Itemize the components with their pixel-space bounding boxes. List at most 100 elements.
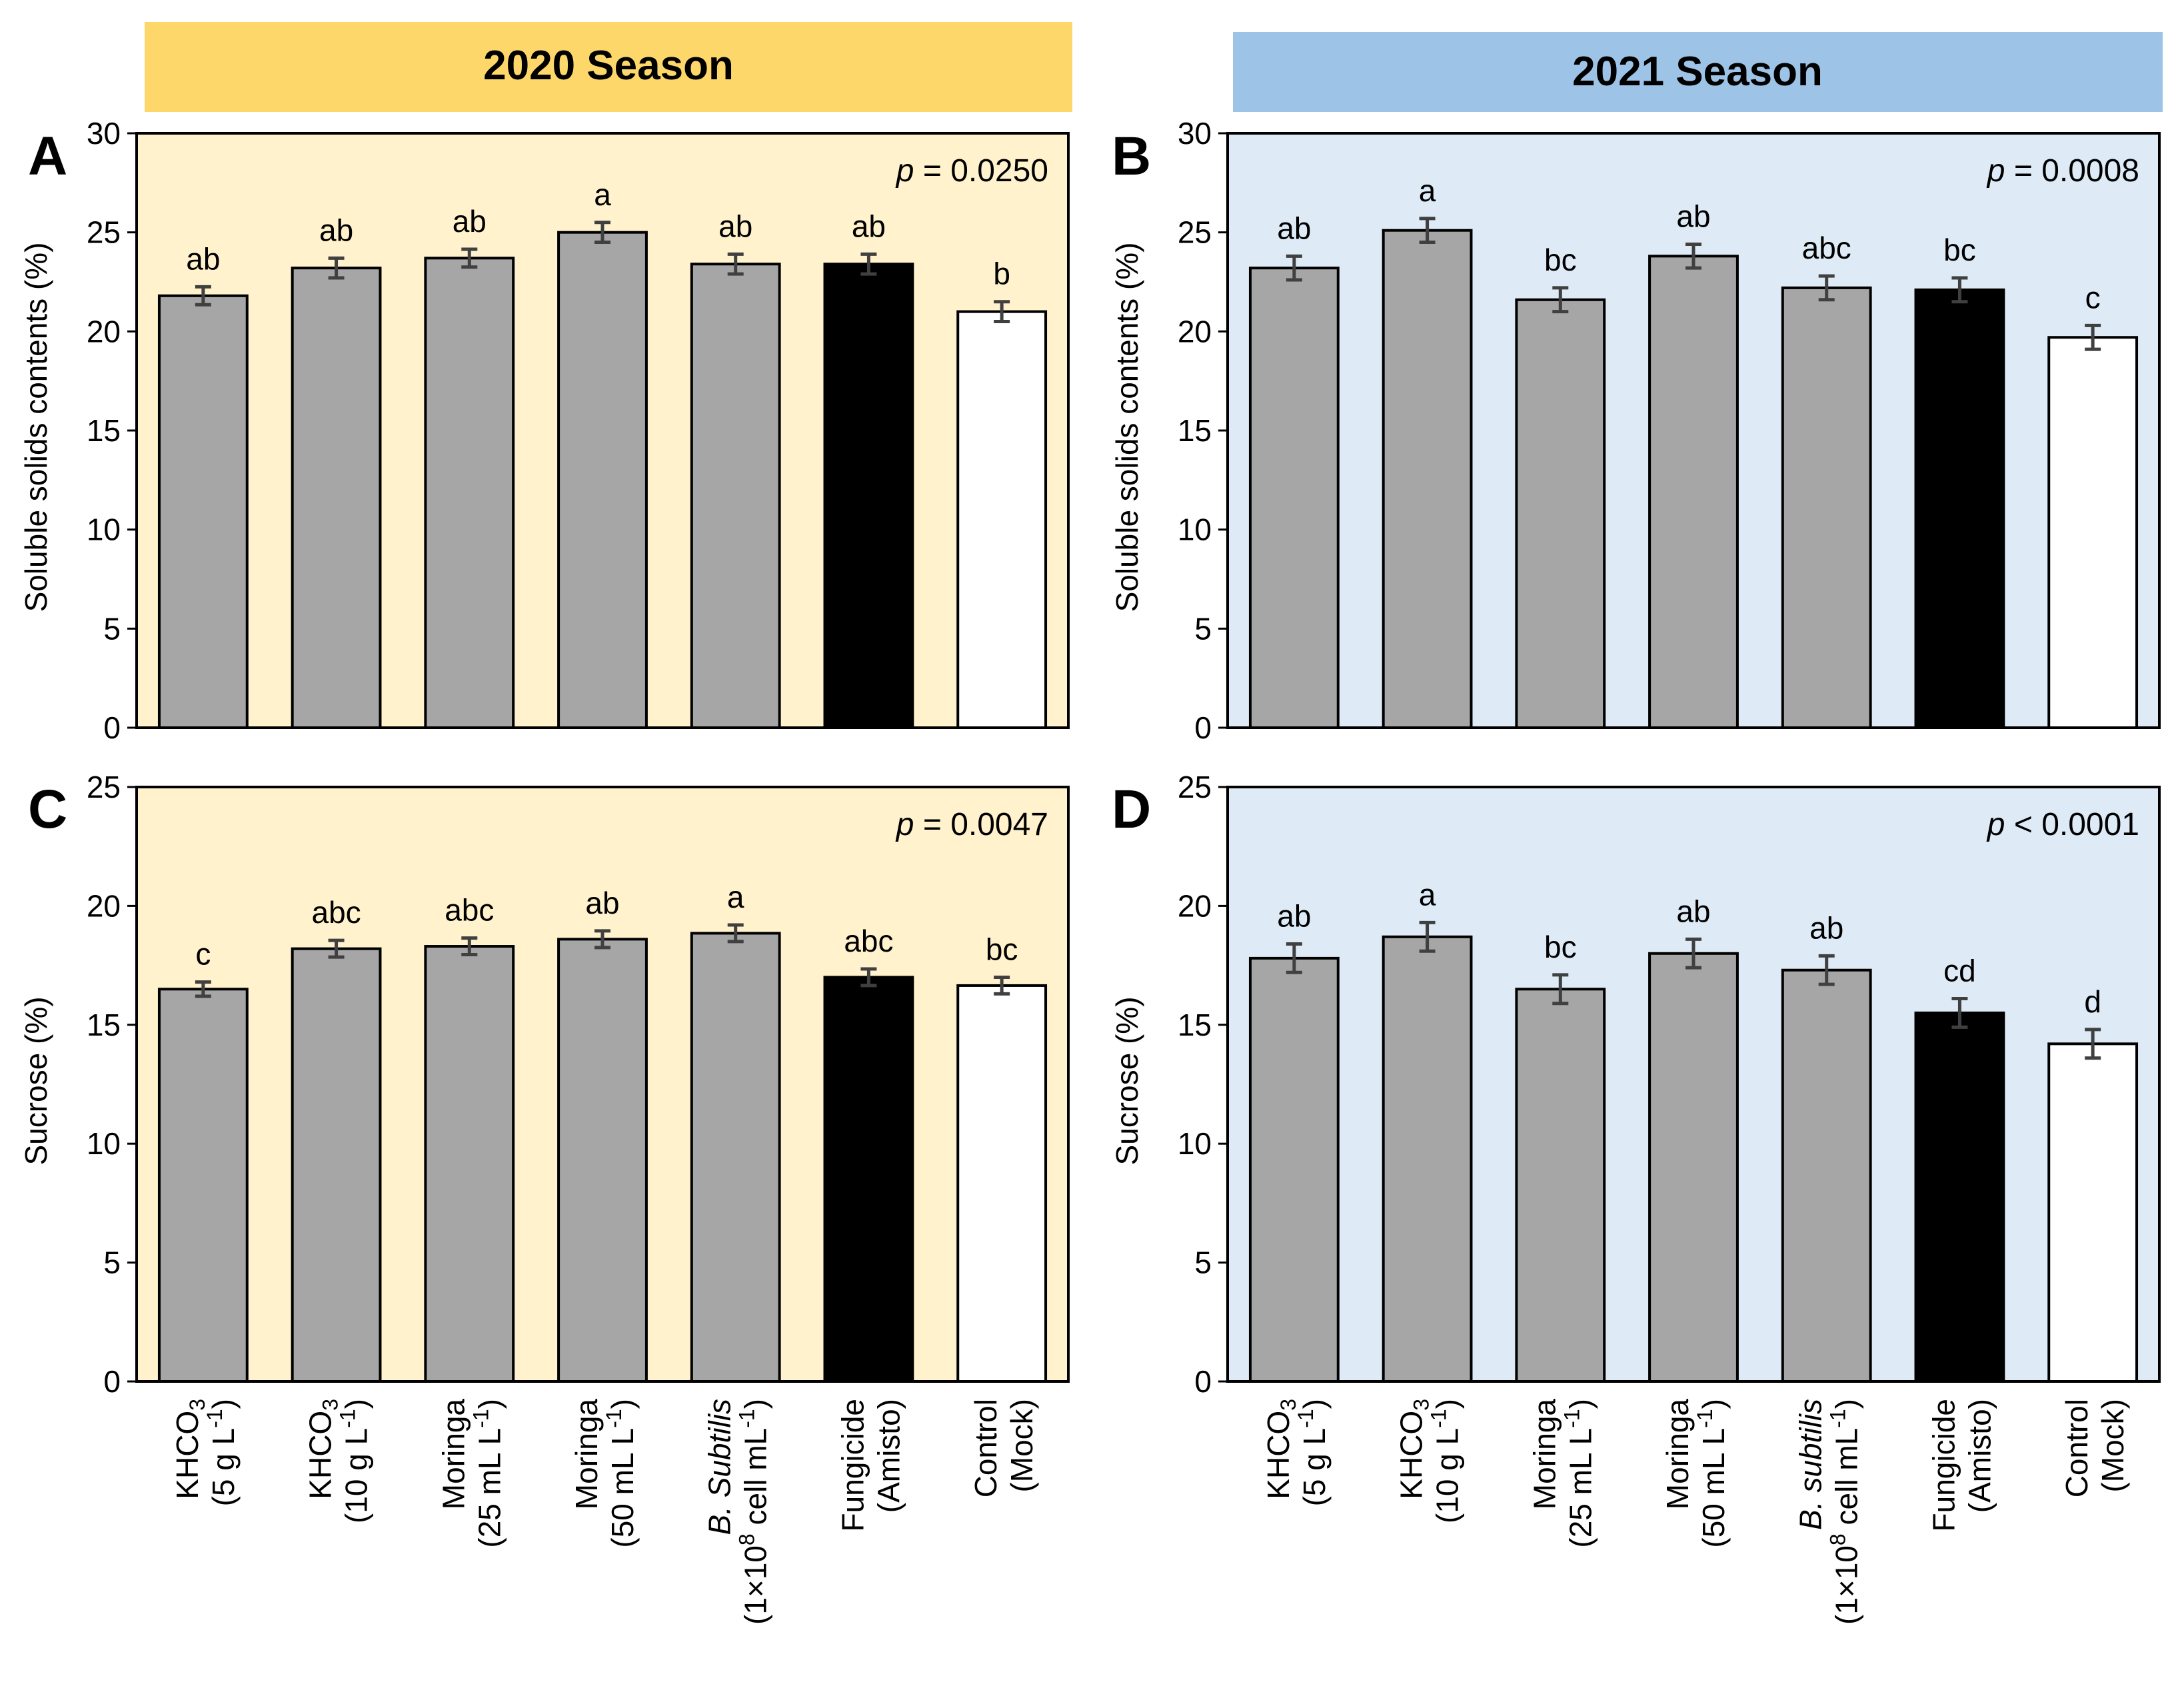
sig-letter-c-2: abc xyxy=(311,895,361,930)
y-tick-label-c: 20 xyxy=(87,888,121,923)
sig-letter-a-7: b xyxy=(993,257,1010,291)
y-tick-label-a: 10 xyxy=(87,512,121,547)
sig-letter-d-6: cd xyxy=(1943,954,1976,988)
bar-d-6 xyxy=(1914,1011,2005,1383)
error-bar-d-6 xyxy=(1951,997,1968,1029)
error-bar-c-6 xyxy=(860,967,877,988)
sig-letter-c-4: ab xyxy=(585,886,619,920)
bar-d-7 xyxy=(2047,1042,2139,1383)
y-tick-label-d: 10 xyxy=(1178,1126,1212,1161)
error-bar-c-1 xyxy=(195,980,211,998)
y-tick-label-d: 25 xyxy=(1178,770,1212,804)
p-value-a: p = 0.0250 xyxy=(895,153,1048,189)
sig-letter-c-7: bc xyxy=(986,932,1018,966)
season-header-2020-box xyxy=(145,22,1072,112)
category-label-c-6: Fungicide(Amisto) xyxy=(835,1399,906,1531)
bar-c-7 xyxy=(956,984,1048,1383)
category-label-d-3: Moringa(25 mL L-1) xyxy=(1527,1399,1598,1548)
error-bar-a-1 xyxy=(195,285,211,307)
sig-letter-b-7: c xyxy=(2085,280,2101,315)
error-bar-a-4 xyxy=(594,221,610,245)
y-tick-label-b: 25 xyxy=(1178,215,1212,250)
sig-letter-b-2: a xyxy=(1419,173,1436,208)
error-bar-b-2 xyxy=(1419,217,1436,245)
plot-frame-b xyxy=(1226,132,2161,729)
category-label-c-4: Moringa(50 mL L-1) xyxy=(569,1399,640,1548)
error-bar-c-2 xyxy=(328,938,345,959)
sig-letter-a-1: ab xyxy=(186,241,220,276)
category-label-d-6: Fungicide(Amisto) xyxy=(1926,1399,1997,1531)
y-tick-label-b: 10 xyxy=(1178,512,1212,547)
sig-letter-c-3: abc xyxy=(445,893,494,928)
bar-c-5 xyxy=(690,932,781,1383)
error-bar-d-4 xyxy=(1685,937,1701,970)
error-bar-d-7 xyxy=(2085,1028,2101,1060)
error-bar-a-7 xyxy=(994,300,1010,323)
season-header-2021-box xyxy=(1233,32,2163,112)
error-bar-b-6 xyxy=(1951,276,1968,304)
y-axis-label-b: Soluble solids contents (%) xyxy=(1110,243,1144,612)
error-bar-b-5 xyxy=(1818,274,1835,302)
bar-a-7 xyxy=(956,310,1048,730)
error-bar-b-1 xyxy=(1286,254,1302,282)
y-tick-label-c: 15 xyxy=(87,1008,121,1042)
category-label-c-3: Moringa(25 mL L-1) xyxy=(436,1399,507,1548)
y-tick-label-b: 30 xyxy=(1178,116,1212,151)
y-tick-label-d: 5 xyxy=(1194,1246,1212,1280)
p-value-b: p = 0.0008 xyxy=(1986,153,2139,189)
error-bar-a-2 xyxy=(328,256,345,280)
y-tick-label-b: 15 xyxy=(1178,413,1212,448)
sig-letter-d-5: ab xyxy=(1809,910,1843,945)
y-tick-label-a: 25 xyxy=(87,215,121,250)
panel-letter-d: D xyxy=(1112,779,1151,840)
category-label-c-7: Control(Mock) xyxy=(968,1399,1039,1497)
panel-letter-a: A xyxy=(28,126,67,187)
error-bar-a-5 xyxy=(727,252,744,276)
bar-d-4 xyxy=(1648,952,1739,1383)
bar-d-2 xyxy=(1382,935,1473,1383)
bar-a-6 xyxy=(823,263,914,729)
y-tick-label-b: 0 xyxy=(1194,710,1212,745)
y-tick-label-d: 15 xyxy=(1178,1008,1212,1042)
bar-c-1 xyxy=(157,988,249,1383)
bar-c-6 xyxy=(823,976,914,1383)
chart-panel-a: 0 5 10 15 20 25 30 ab ab ab a ab ab b p = 0.0250 Solubl… xyxy=(19,116,1070,745)
y-tick-label-a: 30 xyxy=(87,116,121,151)
error-bar-b-4 xyxy=(1685,243,1701,270)
y-tick-label-d: 0 xyxy=(1194,1364,1212,1399)
season-header-2020: 2020 Season xyxy=(145,22,1072,112)
sig-letter-c-5: a xyxy=(727,880,744,914)
sig-letter-d-3: bc xyxy=(1544,930,1577,964)
bar-a-4 xyxy=(557,231,648,729)
bar-a-1 xyxy=(157,294,249,729)
bar-b-2 xyxy=(1382,229,1473,729)
y-tick-label-c: 10 xyxy=(87,1126,121,1161)
plot-frame-a xyxy=(135,132,1070,729)
y-tick-label-d: 20 xyxy=(1178,888,1212,923)
panel-letter-c: C xyxy=(28,779,67,840)
error-bar-b-7 xyxy=(2085,323,2101,351)
error-bar-d-5 xyxy=(1818,954,1835,986)
season-header-2021: 2021 Season xyxy=(1233,32,2163,112)
bar-c-2 xyxy=(291,947,382,1383)
category-label-c-1: KHCO3(5 g L-1) xyxy=(170,1399,241,1506)
p-value-d: p < 0.0001 xyxy=(1986,807,2139,842)
y-axis-label-d: Sucrose (%) xyxy=(1110,996,1144,1165)
plot-frame-c xyxy=(135,786,1070,1383)
sig-letter-d-1: ab xyxy=(1277,898,1311,933)
sig-letter-d-4: ab xyxy=(1676,894,1710,928)
sig-letter-b-3: bc xyxy=(1544,243,1577,277)
season-header-2021-label: 2021 Season xyxy=(1572,49,1823,95)
error-bar-b-3 xyxy=(1552,286,1569,314)
category-label-d-2: KHCO3(10 g L-1) xyxy=(1394,1399,1465,1523)
bar-d-3 xyxy=(1515,988,1606,1383)
error-bar-c-7 xyxy=(994,975,1010,996)
sig-letter-d-7: d xyxy=(2084,984,2101,1019)
bar-a-2 xyxy=(291,267,382,730)
bar-c-3 xyxy=(424,945,515,1383)
bar-d-5 xyxy=(1781,968,1872,1383)
sig-letter-b-5: abc xyxy=(1802,231,1851,265)
error-bar-c-4 xyxy=(594,929,610,950)
